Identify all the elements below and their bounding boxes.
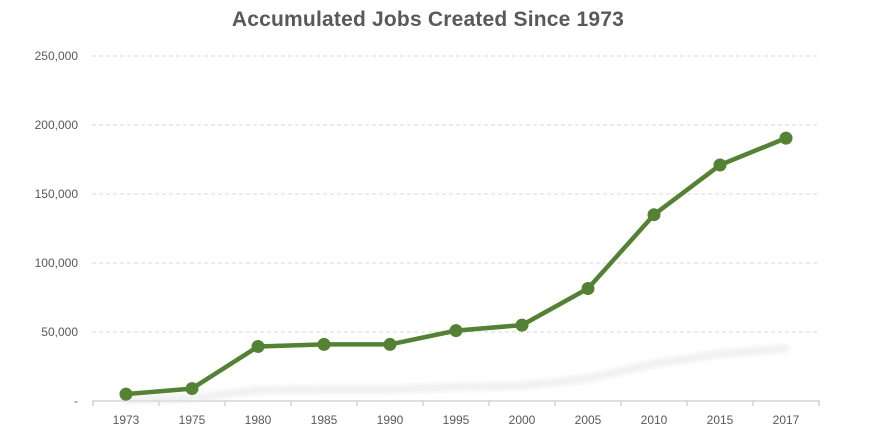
y-axis-tick-labels: - 50,000 100,000 150,000 200,000 250,000 (35, 49, 79, 408)
x-axis (92, 400, 820, 406)
x-tick-label: 2000 (509, 413, 536, 427)
series-line-group (123, 135, 789, 397)
y-tick-label: 200,000 (35, 118, 79, 132)
y-tick-label: - (74, 394, 78, 408)
series-line-segment (651, 162, 723, 217)
x-tick-label: 2017 (773, 413, 800, 427)
x-tick-label: 1990 (377, 413, 404, 427)
series-line-shadow (123, 345, 789, 403)
data-point-1995 (449, 324, 463, 338)
data-point-2015 (713, 158, 727, 172)
data-point-2017 (779, 131, 793, 145)
series-line-segment (453, 322, 525, 333)
x-tick-label: 1975 (179, 413, 206, 427)
x-tick-label: 1973 (113, 413, 140, 427)
series-line-segment (255, 342, 327, 349)
y-tick-label: 100,000 (35, 256, 79, 270)
x-tick-label: 2010 (641, 413, 668, 427)
x-tick-label: 1985 (311, 413, 338, 427)
chart-title: Accumulated Jobs Created Since 1973 (231, 8, 625, 31)
x-tick-label: 2015 (707, 413, 734, 427)
line-shadow (123, 345, 789, 403)
series-line-segment (123, 386, 195, 397)
data-point-1973 (119, 387, 133, 401)
data-point-1980 (251, 339, 265, 353)
x-axis-tick-labels: 1973 1975 1980 1985 1990 1995 2000 2005 2010 2015… (113, 413, 800, 427)
series-markers (119, 131, 793, 401)
y-tick-label: 150,000 (35, 187, 79, 201)
series-line-segment (519, 286, 591, 328)
data-point-1990 (383, 337, 397, 351)
series-line-segment (189, 344, 261, 391)
data-point-1985 (317, 337, 331, 351)
data-point-2000 (515, 318, 529, 332)
data-point-2005 (581, 282, 595, 296)
gridlines (92, 55, 820, 333)
series-line-segment (717, 135, 789, 168)
series-line-segment (585, 212, 657, 291)
data-point-2010 (647, 208, 661, 222)
series-line-segment (387, 328, 459, 347)
y-tick-label: 50,000 (41, 325, 78, 339)
data-point-1975 (185, 382, 199, 396)
x-tick-label: 1995 (443, 413, 470, 427)
y-tick-label: 250,000 (35, 49, 79, 63)
x-tick-label: 1980 (245, 413, 272, 427)
x-tick-label: 2005 (575, 413, 602, 427)
